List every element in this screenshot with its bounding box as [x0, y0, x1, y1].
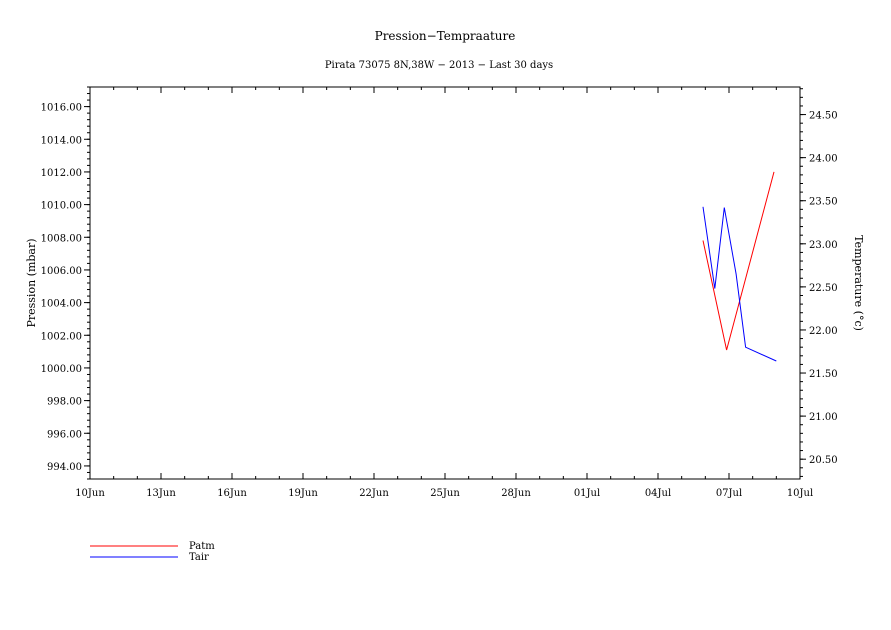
series-line-patm — [702, 171, 775, 351]
y-left-tick-label: 1008.00 — [41, 233, 82, 244]
plot-area — [89, 86, 801, 480]
y-right-tick-label: 24.50 — [809, 111, 838, 122]
y-left-tick-label: 1004.00 — [41, 299, 82, 310]
y-left-tick-label: 1010.00 — [41, 201, 82, 212]
y-left-tick-label: 1016.00 — [41, 103, 82, 114]
y-left-tick-label: 1000.00 — [41, 364, 82, 375]
x-tick-label: 04Jul — [645, 488, 671, 499]
x-tick-label: 16Jun — [217, 488, 247, 499]
y-right-tick-label: 22.50 — [809, 283, 838, 294]
y-right-tick-label: 23.00 — [809, 240, 838, 251]
x-tick-label: 10Jul — [787, 488, 813, 499]
y-right-tick-label: 24.00 — [809, 154, 838, 165]
y-left-tick-label: 1012.00 — [41, 168, 82, 179]
x-tick-label: 28Jun — [501, 488, 531, 499]
series-line-tair — [702, 206, 777, 362]
y-right-tick-label: 23.50 — [809, 197, 838, 208]
x-tick-label: 13Jun — [146, 488, 176, 499]
y-axis-label-right: Temperature (°c) — [852, 235, 865, 331]
y-axis-label-left: Pression (mbar) — [25, 238, 38, 327]
y-left-tick-label: 996.00 — [47, 429, 82, 440]
y-right-tick-label: 20.50 — [809, 455, 838, 466]
y-right-tick-label: 21.50 — [809, 369, 838, 380]
chart-title: Pression−Tempraature — [375, 29, 516, 43]
legend-label-patm: Patm — [189, 541, 215, 552]
y-left-tick-label: 1014.00 — [41, 135, 82, 146]
y-left-tick-label: 994.00 — [47, 462, 82, 473]
y-right-tick-label: 22.00 — [809, 326, 838, 337]
y-left-tick-label: 998.00 — [47, 397, 82, 408]
x-tick-label: 10Jun — [75, 488, 105, 499]
axis-ticks: 10Jun 13Jun 16Jun 19Jun 22Jun 25Jun 28Jun 01Jul… — [41, 86, 838, 499]
x-tick-label: 22Jun — [359, 488, 389, 499]
y-right-tick-label: 21.00 — [809, 412, 838, 423]
y-left-tick-label: 1006.00 — [41, 266, 82, 277]
y-left-tick-label: 1002.00 — [41, 331, 82, 342]
x-tick-label: 19Jun — [288, 488, 318, 499]
legend-label-tair: Tair — [189, 552, 209, 563]
x-tick-label: 07Jul — [716, 488, 742, 499]
chart-subtitle: Pirata 73075 8N,38W − 2013 − Last 30 day… — [325, 60, 553, 71]
series-lines — [702, 171, 777, 362]
x-tick-label: 25Jun — [430, 488, 460, 499]
x-tick-label: 01Jul — [574, 488, 600, 499]
